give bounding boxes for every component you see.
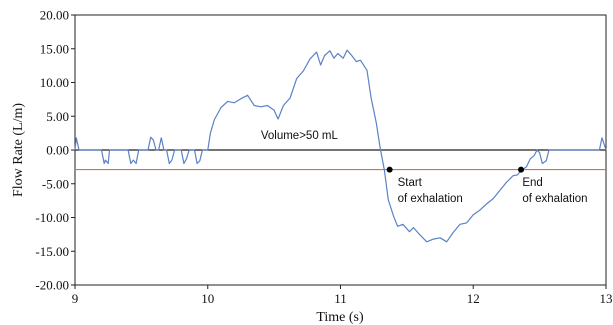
- x-tick-label: 9: [72, 291, 79, 306]
- event-marker-dot: [518, 166, 525, 173]
- x-tick-label: 11: [334, 291, 347, 306]
- y-axis-ticks: 20.00 15.00 10.00 5.00 0.00 -5.00 -10.00 -15.00…: [35, 8, 75, 293]
- y-tick-label: -10.00: [35, 210, 69, 225]
- annotation-label: of exhalation: [398, 193, 463, 205]
- y-axis-title: Flow Rate (L/m): [11, 103, 26, 197]
- y-tick-label: 10.00: [40, 75, 69, 90]
- annotation-label: Start: [398, 177, 423, 189]
- x-tick-label: 12: [467, 291, 480, 306]
- annotation-label: End: [522, 177, 542, 189]
- flow-rate-series-line: [74, 49, 607, 243]
- y-tick-label: -5.00: [42, 176, 69, 191]
- y-tick-label: 20.00: [40, 8, 69, 23]
- y-tick-label: -15.00: [35, 244, 69, 259]
- y-tick-label: -20.00: [35, 278, 69, 293]
- y-tick-label: 0.00: [46, 143, 69, 158]
- series-lines: [74, 49, 607, 243]
- annotation-label: Volume>50 mL: [261, 130, 339, 142]
- y-tick-label: 15.00: [40, 41, 69, 56]
- event-marker-dot: [386, 166, 393, 173]
- y-tick-label: 5.00: [46, 109, 69, 124]
- x-axis-ticks: 9 10 11 12 13: [72, 285, 613, 306]
- x-tick-label: 13: [600, 291, 613, 306]
- x-tick-label: 10: [201, 291, 214, 306]
- annotations: Volume>50 mL Start of exhalation End of exha…: [261, 130, 588, 205]
- annotation-label: of exhalation: [522, 193, 587, 205]
- event-markers: [386, 166, 525, 173]
- x-axis-title: Time (s): [316, 310, 364, 325]
